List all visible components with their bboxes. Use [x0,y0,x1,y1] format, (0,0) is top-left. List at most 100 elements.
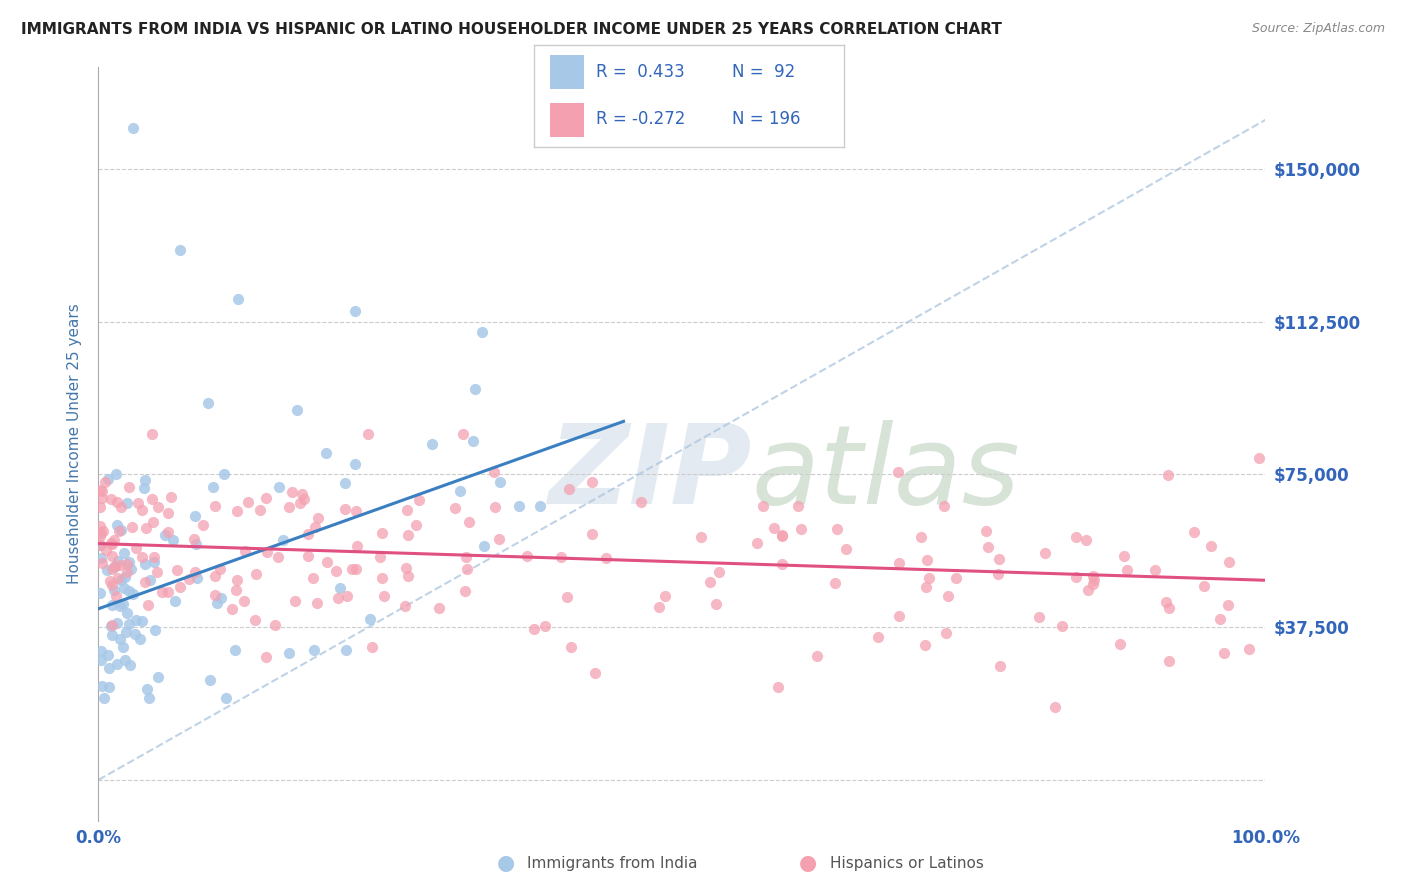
Point [373,589,395,603]
Point [806,648,828,663]
Point [105,517,128,532]
Point [101,562,124,576]
Text: N = 196: N = 196 [733,111,801,128]
Text: Source: ZipAtlas.com: Source: ZipAtlas.com [1251,22,1385,36]
Point [226,504,249,518]
Point [1247,451,1270,466]
Point [396,569,419,583]
Point [654,589,676,603]
Point [93,691,115,706]
Point [90,556,112,570]
Point [866,630,889,644]
Point [288,496,311,510]
Point [124,541,146,556]
Point [747,535,769,549]
Point [371,571,394,585]
Point [103,582,125,597]
Point [405,518,427,533]
Point [1218,555,1240,569]
Point [1064,570,1087,584]
Point [105,589,128,603]
Point [89,483,111,497]
Point [297,526,319,541]
Point [915,553,938,567]
Point [335,642,357,657]
Point [453,583,475,598]
Bar [550,103,583,137]
Point [228,292,250,306]
Point [484,500,506,515]
Point [165,593,187,607]
Point [256,545,278,559]
Point [329,582,352,596]
Point [1199,539,1222,553]
Point [91,524,114,538]
Point [254,491,277,505]
Point [938,590,960,604]
Point [107,615,129,630]
Point [1112,549,1135,564]
Point [1143,563,1166,577]
Text: ●: ● [498,854,515,873]
Point [457,516,479,530]
Point [127,495,149,509]
Point [110,632,132,646]
Point [110,573,132,587]
Point [988,659,1011,673]
Point [90,644,112,658]
Point [454,549,477,564]
Text: ZIP: ZIP [548,420,752,527]
Point [204,568,226,582]
Point [142,555,165,569]
Point [451,426,474,441]
Point [184,508,207,523]
Point [138,691,160,706]
Point [533,619,555,633]
Point [100,537,122,551]
Bar [550,55,583,88]
Point [1050,619,1073,633]
Point [122,121,145,136]
Point [835,541,858,556]
Text: N =  92: N = 92 [733,63,796,81]
Point [97,648,120,662]
Point [359,612,381,626]
Point [752,499,775,513]
Point [108,599,131,614]
Point [987,567,1010,582]
Point [141,491,163,506]
Point [368,549,391,564]
Point [197,396,219,410]
Point [162,533,184,547]
Point [115,496,138,510]
Point [117,617,139,632]
Point [100,578,122,592]
Point [141,515,163,529]
Point [910,530,932,544]
Point [89,538,111,552]
Point [558,482,581,496]
Point [122,587,145,601]
Point [90,551,112,566]
Point [408,492,430,507]
Point [1115,563,1137,577]
Point [915,580,938,594]
Point [160,490,183,504]
Point [115,557,138,571]
Point [131,503,153,517]
Point [264,618,287,632]
Point [236,495,259,509]
Point [101,549,124,563]
Point [103,559,125,574]
Point [233,544,256,558]
Text: R = -0.272: R = -0.272 [596,111,686,128]
Point [1081,577,1104,591]
Point [699,574,721,589]
Point [108,558,131,572]
Point [134,473,156,487]
Point [90,484,112,499]
Point [115,625,138,640]
Point [97,472,120,486]
Point [786,500,808,514]
Point [100,628,122,642]
